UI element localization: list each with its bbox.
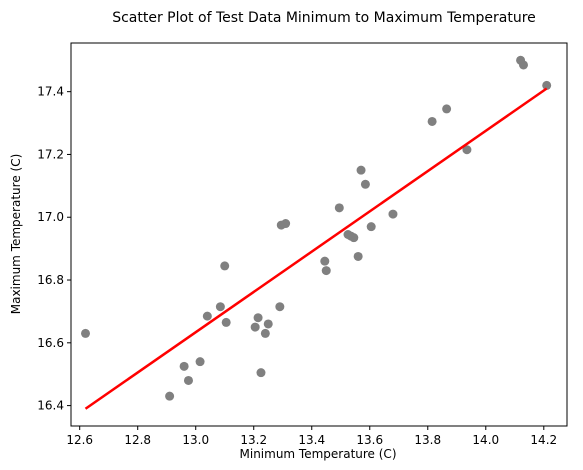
data-point — [442, 104, 452, 114]
data-point — [165, 391, 175, 401]
x-tick-label: 14.0 — [472, 433, 499, 447]
y-tick-label: 17.0 — [37, 210, 64, 224]
data-point — [202, 311, 212, 321]
chart-title: Scatter Plot of Test Data Minimum to Max… — [112, 10, 536, 26]
data-point — [260, 328, 270, 338]
data-point — [321, 266, 331, 276]
data-point — [366, 222, 376, 232]
x-tick-label: 13.4 — [298, 433, 325, 447]
data-point — [256, 368, 266, 378]
x-tick-label: 12.8 — [124, 433, 151, 447]
data-point — [388, 209, 398, 219]
data-point — [462, 145, 472, 155]
x-tick-label: 13.0 — [182, 433, 209, 447]
data-point — [360, 179, 370, 189]
y-tick-label: 17.4 — [37, 85, 64, 99]
x-tick-label: 13.2 — [240, 433, 267, 447]
data-point — [81, 328, 91, 338]
data-point — [250, 322, 260, 332]
data-point — [263, 319, 273, 329]
data-point — [179, 361, 189, 371]
data-point — [281, 219, 291, 229]
data-point — [349, 233, 359, 243]
regression-line — [84, 87, 548, 410]
plot-area — [81, 55, 552, 410]
y-tick-label: 16.6 — [37, 336, 64, 350]
x-tick-label: 14.2 — [530, 433, 557, 447]
y-axis-label: Maximum Temperature (C) — [9, 154, 23, 315]
x-tick-label: 13.8 — [414, 433, 441, 447]
y-tick-label: 16.4 — [37, 399, 64, 413]
x-axis-label: Minimum Temperature (C) — [240, 447, 397, 461]
x-axis: 12.6 12.8 13.0 13.2 13.4 13.6 13.8 14.0 14.2 — [66, 426, 557, 447]
data-point — [320, 256, 330, 266]
data-point — [353, 251, 363, 261]
data-point — [334, 203, 344, 213]
data-point — [195, 357, 205, 367]
x-tick-label: 13.6 — [356, 433, 383, 447]
plot-frame — [70, 42, 568, 427]
data-point — [518, 60, 528, 70]
y-tick-label: 17.2 — [37, 147, 64, 161]
data-point — [427, 116, 437, 126]
y-axis: 16.4 16.6 16.8 17.0 17.2 17.4 — [37, 85, 71, 413]
data-point — [221, 317, 231, 327]
data-point — [356, 165, 366, 175]
data-point — [220, 261, 230, 271]
data-point — [542, 80, 552, 90]
data-point — [183, 375, 193, 385]
x-tick-label: 12.6 — [66, 433, 93, 447]
data-point — [253, 313, 263, 323]
data-point — [275, 302, 285, 312]
data-point — [215, 302, 225, 312]
y-tick-label: 16.8 — [37, 273, 64, 287]
